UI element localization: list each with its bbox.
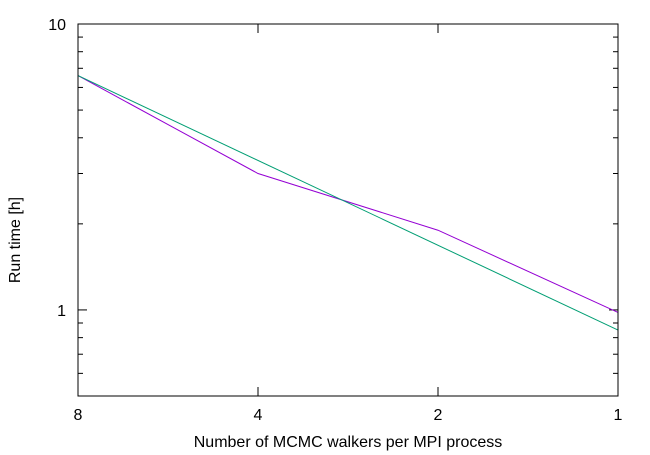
y-axis-label: Run time [h] [7,197,24,283]
y-tick-label: 10 [48,17,66,34]
x-tick-label: 4 [254,407,263,424]
series-line-1 [77,75,619,313]
plot-frame [77,23,619,397]
tick-labels-layer: 8 4 2 1 10 1 [48,17,622,424]
series-line-2 [77,75,619,331]
x-tick-label: 8 [74,407,83,424]
x-axis-label: Number of MCMC walkers per MPI process [194,434,503,451]
x-tick-label: 1 [614,407,623,424]
y-tick-label: 1 [57,303,66,320]
x-tick-label: 2 [434,407,443,424]
series-layer [77,75,619,331]
ticks-layer [77,23,619,396]
